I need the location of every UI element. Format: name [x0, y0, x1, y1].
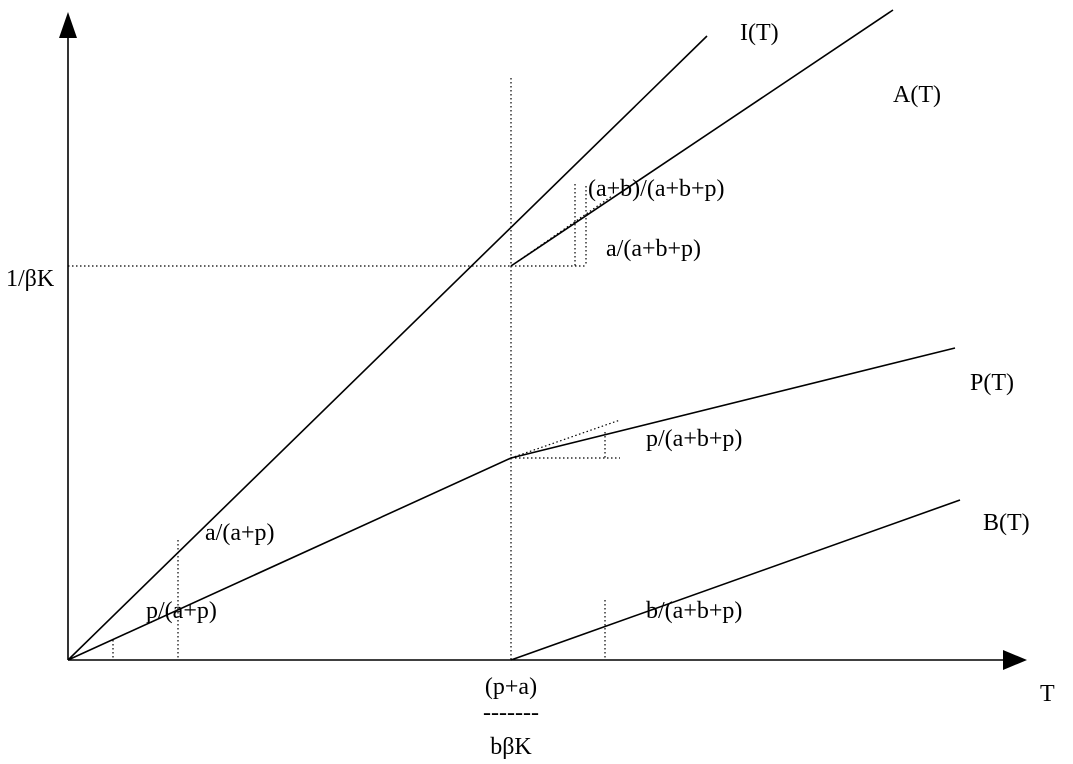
y-axis-arrowhead: [59, 12, 77, 38]
curve-a: [510, 9, 894, 267]
x-tick-label-numerator: (p+a): [485, 674, 537, 700]
label-slope-p: p/(a+b+p): [646, 426, 742, 452]
label-slope-a-ap: a/(a+p): [205, 520, 275, 546]
label-i: I(T): [740, 20, 779, 46]
x-axis-arrowhead: [1003, 650, 1027, 670]
x-tick-label-denominator: bβK: [490, 734, 532, 760]
x-axis-label: T: [1040, 681, 1055, 707]
x-tick-label-fraction-bar: -------: [483, 700, 539, 726]
y-tick-label: 1/βK: [6, 266, 55, 292]
slope-p-tangent: [510, 419, 621, 459]
label-slope-p-ap: p/(a+p): [146, 598, 217, 624]
label-slope-b: b/(a+b+p): [646, 598, 742, 624]
label-p: P(T): [970, 370, 1014, 396]
label-a: A(T): [893, 82, 941, 108]
label-b: B(T): [983, 510, 1030, 536]
curve-i: [67, 35, 708, 661]
label-slope-a: a/(a+b+p): [606, 236, 701, 262]
curve-b: [510, 499, 961, 661]
label-slope-ab: (a+b)/(a+b+p): [588, 176, 725, 202]
slope-ab-tangent: [510, 195, 613, 267]
